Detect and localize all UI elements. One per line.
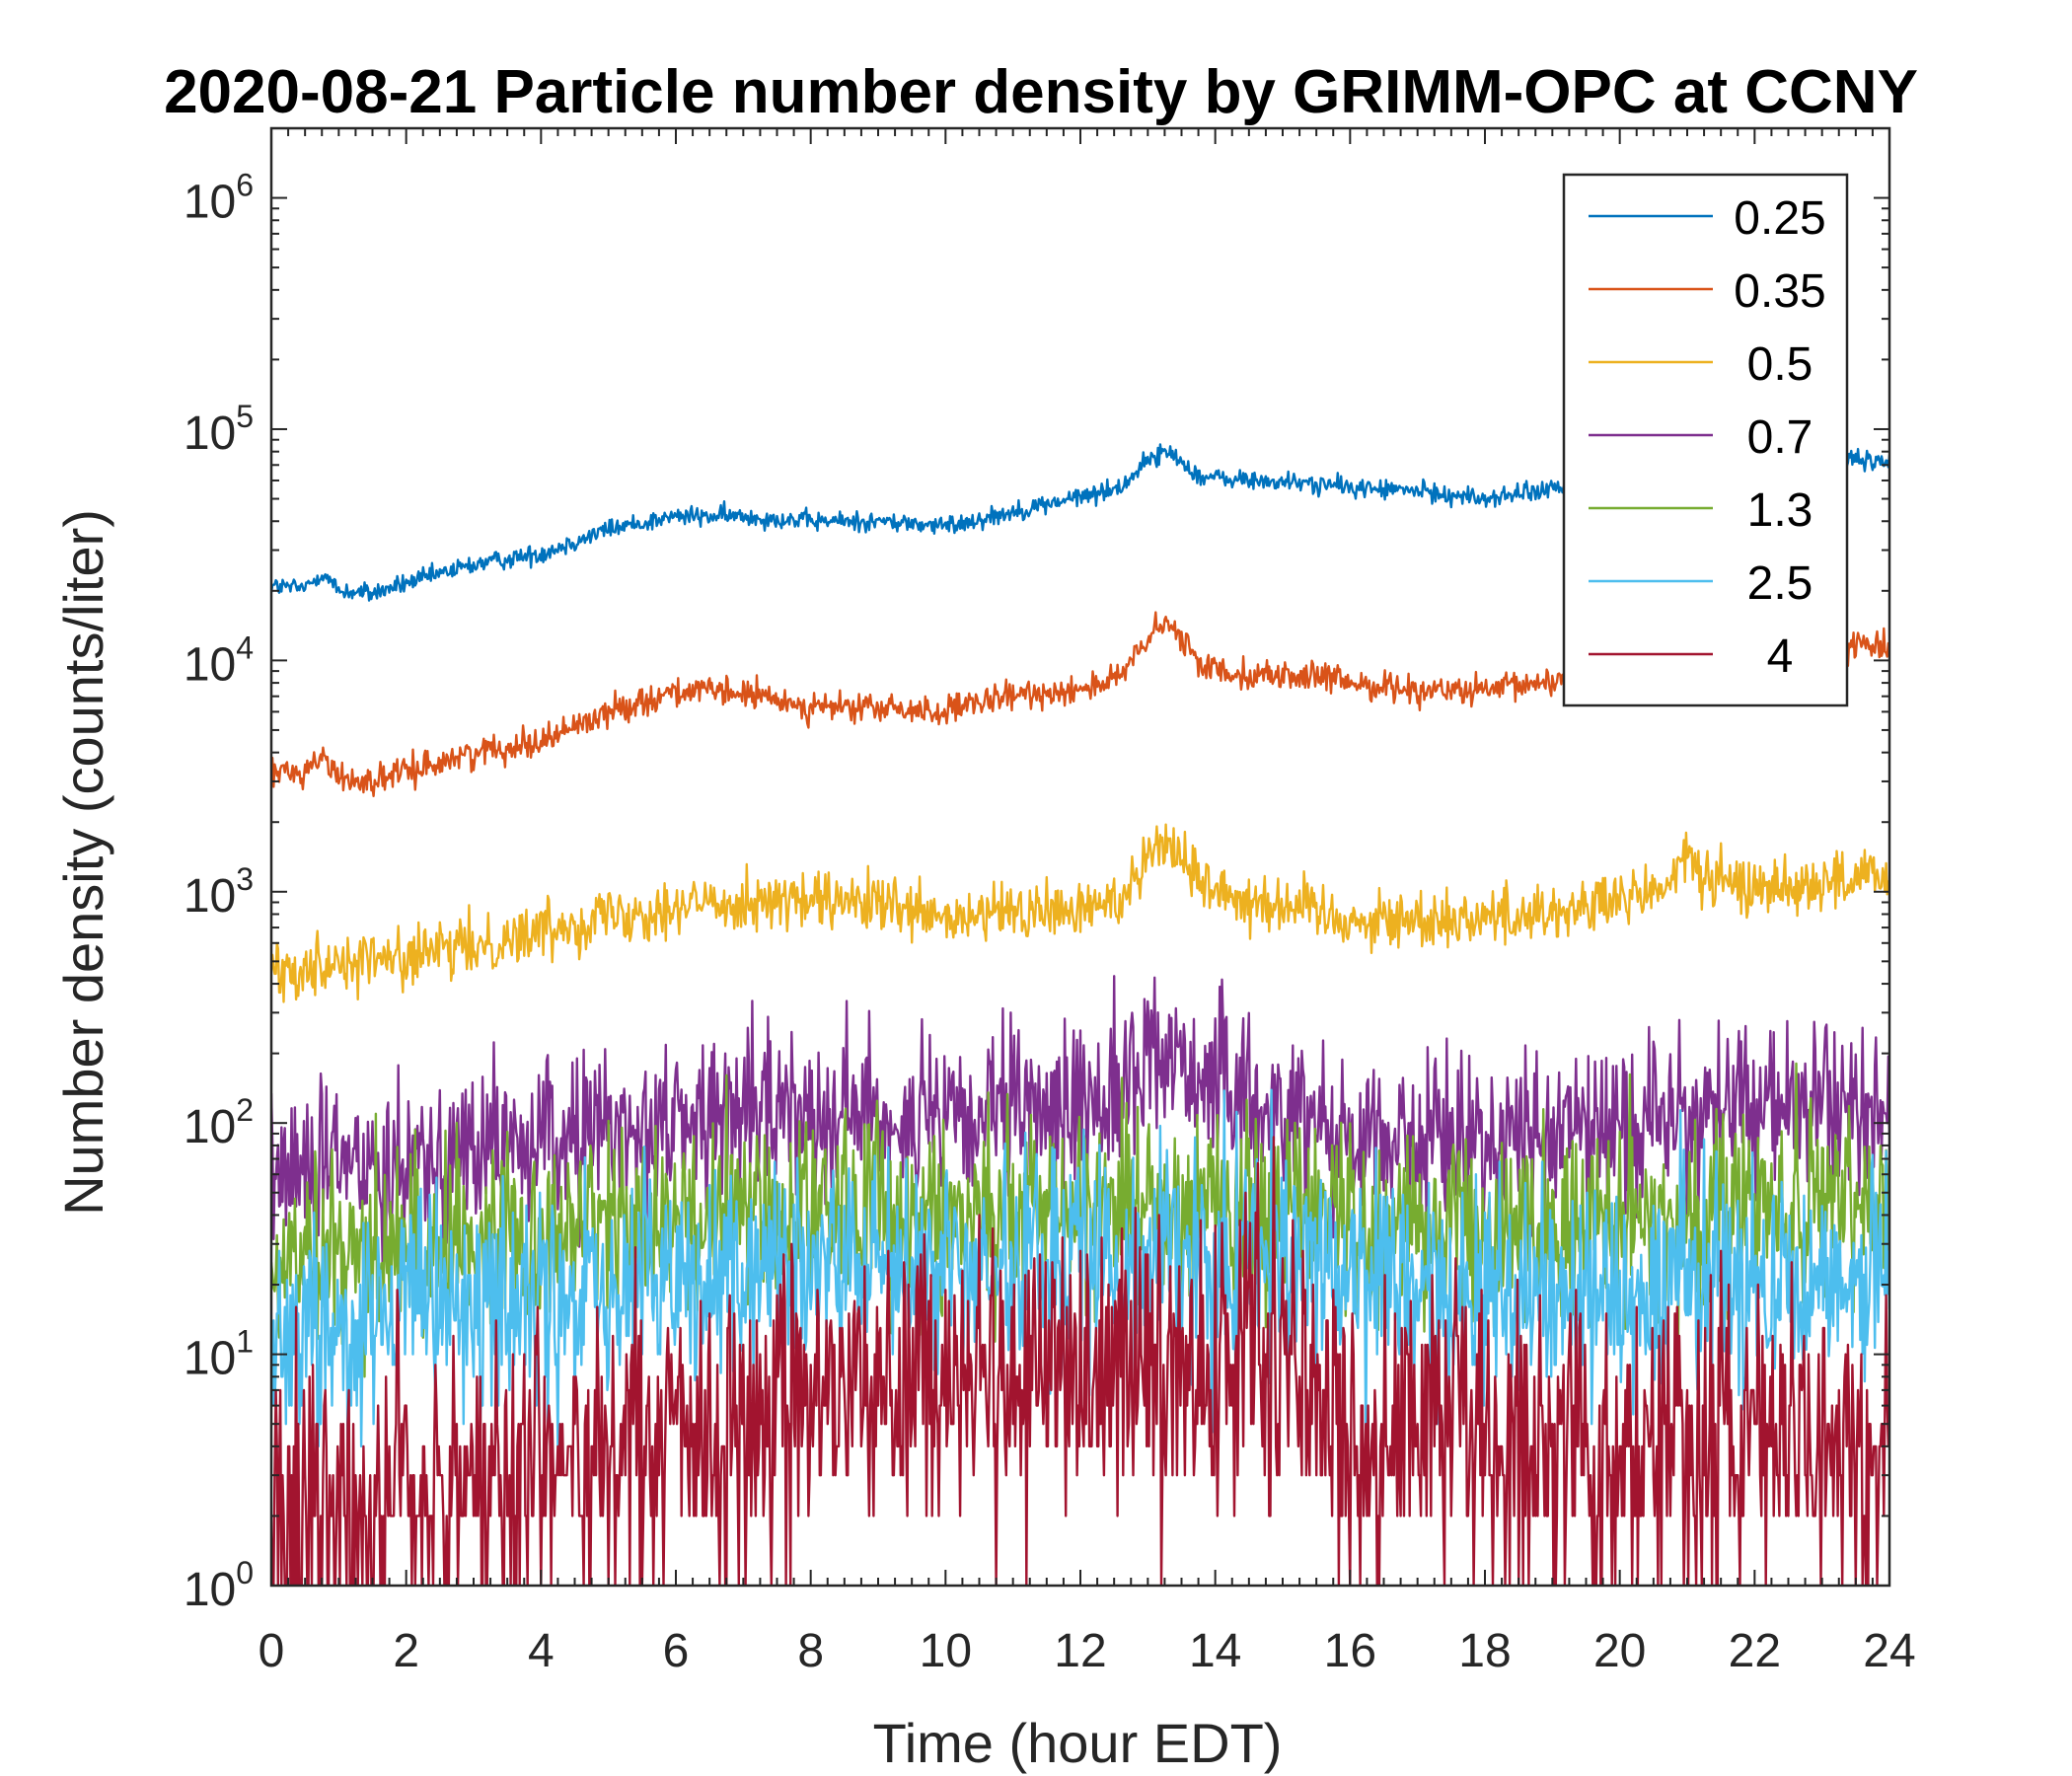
legend-label: 2.5 — [1747, 557, 1813, 610]
legend: 0.25 0.35 0.5 0.7 1.3 2.5 4 — [1562, 173, 1849, 707]
x-tick-label: 6 — [663, 1625, 690, 1677]
legend-label: 0.35 — [1734, 265, 1825, 318]
x-tick-label: 4 — [528, 1625, 555, 1677]
x-tick-label: 20 — [1593, 1625, 1646, 1677]
x-tick-label: 8 — [797, 1625, 824, 1677]
legend-label: 0.7 — [1747, 411, 1813, 464]
x-tick-label: 24 — [1863, 1625, 1915, 1677]
x-tick-label: 12 — [1054, 1625, 1106, 1677]
series-line-0-5 — [271, 823, 1889, 1003]
y-tick-label: 105 — [184, 399, 254, 460]
y-tick-label: 103 — [184, 861, 254, 923]
x-tick-label: 16 — [1324, 1625, 1376, 1677]
legend-label: 4 — [1767, 630, 1794, 683]
series-line-0-7 — [271, 975, 1889, 1269]
y-tick-label: 106 — [184, 168, 254, 229]
y-tick-label: 104 — [184, 629, 254, 691]
x-tick-label: 0 — [259, 1625, 285, 1677]
series-group — [271, 443, 1889, 1586]
x-axis-label: Time (hour EDT) — [873, 1712, 1283, 1774]
legend-label: 0.5 — [1747, 338, 1813, 391]
series-line-2-5 — [271, 1088, 1889, 1448]
x-tick-label: 10 — [920, 1625, 972, 1677]
legend-box — [1562, 173, 1849, 707]
x-tick-label: 14 — [1189, 1625, 1241, 1677]
x-tick-label: 2 — [393, 1625, 419, 1677]
chart-title: 2020-08-21 Particle number density by GR… — [164, 58, 1918, 126]
x-tick-label: 22 — [1729, 1625, 1781, 1677]
legend-label: 1.3 — [1747, 484, 1813, 537]
series-line-4 — [271, 1136, 1889, 1586]
x-tick-label: 18 — [1458, 1625, 1511, 1677]
y-axis-ticks: 100 101 102 103 104 105 106 — [184, 127, 1889, 1616]
x-axis-ticks: 0 2 4 6 8 10 12 14 16 18 20 22 24 — [259, 128, 1916, 1677]
y-axis-label: Number density (counts/liter) — [52, 509, 114, 1216]
y-tick-label: 102 — [184, 1092, 254, 1153]
y-tick-label: 101 — [184, 1324, 254, 1385]
y-tick-label: 100 — [184, 1555, 254, 1616]
legend-label: 0.25 — [1734, 192, 1825, 245]
